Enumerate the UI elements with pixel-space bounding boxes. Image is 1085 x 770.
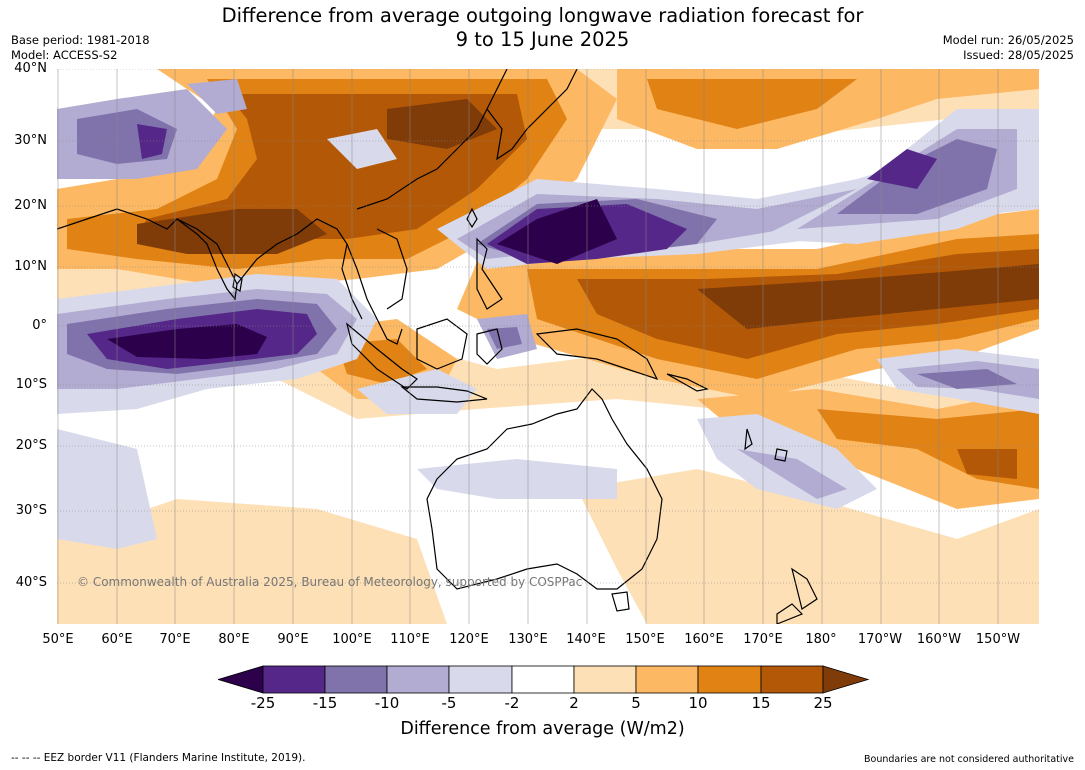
- colorbar-segment: [218, 665, 264, 694]
- colorbar-tick: -25: [250, 694, 276, 712]
- arabian-coast: [57, 208, 178, 230]
- colorbar-tick: -2: [504, 694, 520, 712]
- colorbar-segments: [218, 665, 870, 694]
- colorbar-tick: 25: [813, 694, 833, 712]
- boundaries-disclaimer: Boundaries are not considered authoritat…: [864, 754, 1074, 765]
- base-period: Base period: 1981-2018: [11, 33, 150, 47]
- lat-label: 20°S: [15, 438, 47, 453]
- lat-label: 20°N: [14, 198, 47, 213]
- lon-label: 130°E: [508, 632, 548, 647]
- copyright-notice: © Commonwealth of Australia 2025, Bureau…: [77, 575, 582, 589]
- lon-label: 70°E: [159, 632, 191, 647]
- colorbar-tick: -10: [374, 694, 400, 712]
- colorbar-segment: [511, 665, 575, 694]
- lat-label: 10°N: [14, 259, 47, 274]
- title-line-1: Difference from average outgoing longwav…: [221, 4, 864, 27]
- lat-label: 0°: [32, 318, 47, 333]
- lat-label: 10°S: [15, 377, 47, 392]
- new-zealand-north: [791, 567, 818, 610]
- colorbar-segment: [635, 665, 699, 694]
- colorbar-tick: 5: [631, 694, 641, 712]
- vanuatu: [744, 428, 753, 451]
- colorbar-segment: [760, 665, 824, 694]
- issued-date: Issued: 28/05/2025: [963, 48, 1074, 62]
- model-name: Model: ACCESS-S2: [11, 48, 118, 62]
- olr-anomaly-map: © Commonwealth of Australia 2025, Bureau…: [57, 69, 1039, 624]
- model-run: Model run: 26/05/2025: [942, 33, 1074, 47]
- sulawesi: [476, 328, 503, 365]
- tasmania: [611, 591, 630, 612]
- lon-label: 180°: [805, 632, 837, 647]
- himalaya-negative-anomaly: [57, 79, 397, 179]
- ne-pacific-negative-anomaly: [757, 109, 1039, 244]
- lon-label: 170°W: [857, 632, 903, 647]
- lon-label: 100°E: [332, 632, 372, 647]
- lat-label: 30°N: [14, 133, 47, 148]
- lon-label: 170°E: [743, 632, 783, 647]
- south-pacific-positive-anomaly: [697, 389, 1039, 509]
- colorbar: [218, 665, 870, 694]
- colorbar-tick: -15: [312, 694, 338, 712]
- colorbar-segment: [448, 665, 513, 694]
- equatorial-positive-anomaly: [457, 209, 1039, 399]
- colorbar-segment: [573, 665, 637, 694]
- lon-label: 90°E: [277, 632, 309, 647]
- lon-label: 140°E: [566, 632, 606, 647]
- colorbar-segment: [822, 665, 870, 694]
- colorbar-tick: 15: [751, 694, 771, 712]
- colorbar-segment: [324, 665, 388, 694]
- eez-border-note: -- -- -- EEZ border V11 (Flanders Marine…: [11, 752, 306, 764]
- lat-label: 40°S: [15, 575, 47, 590]
- coastlines: [57, 69, 818, 624]
- borneo: [416, 318, 468, 370]
- colorbar-segment: [262, 665, 326, 694]
- philippines: [476, 237, 503, 310]
- lat-label: 40°N: [14, 61, 47, 76]
- australia: [426, 388, 663, 590]
- map-title: Difference from average outgoing longwav…: [0, 4, 1085, 52]
- meta-right: Model run: 26/05/2025 Issued: 28/05/2025: [943, 33, 1074, 63]
- lon-label: 60°E: [101, 632, 133, 647]
- south-negative-anomaly: [57, 314, 1039, 549]
- indian-ocean-negative-anomaly: [57, 274, 377, 414]
- lon-label: 150°W: [975, 632, 1021, 647]
- bay-of-bengal-coast: [236, 218, 363, 320]
- meta-left: Base period: 1981-2018 Model: ACCESS-S2: [11, 33, 150, 63]
- malay-peninsula: [346, 243, 403, 345]
- java: [400, 386, 488, 403]
- northeast-positive-anomaly: [617, 69, 1039, 149]
- lon-label: 160°W: [916, 632, 962, 647]
- colorbar-segment: [697, 665, 762, 694]
- colorbar-tick: -5: [441, 694, 457, 712]
- fiji: [774, 448, 788, 462]
- sri-lanka: [232, 272, 243, 292]
- lon-label: 50°E: [42, 632, 74, 647]
- solomons: [666, 373, 709, 392]
- new-guinea: [535, 328, 659, 381]
- lon-label: 160°E: [684, 632, 724, 647]
- colorbar-tick: 10: [688, 694, 708, 712]
- new-zealand-south: [776, 603, 804, 624]
- indochina-coast: [376, 228, 408, 310]
- meridians: [57, 69, 999, 624]
- lon-label: 110°E: [390, 632, 430, 647]
- sumatra: [345, 322, 418, 390]
- colorbar-segment: [386, 665, 450, 694]
- lon-label: 120°E: [449, 632, 489, 647]
- colorbar-label: Difference from average (W/m2): [400, 719, 685, 739]
- colorbar-tick: 2: [569, 694, 579, 712]
- korea-japan: [486, 69, 578, 161]
- title-line-2: 9 to 15 June 2025: [455, 28, 630, 51]
- india-coast: [176, 218, 238, 301]
- lon-label: 150°E: [625, 632, 665, 647]
- lon-label: 80°E: [218, 632, 250, 647]
- china-coast: [356, 69, 508, 210]
- taiwan: [466, 207, 478, 229]
- lat-label: 30°S: [15, 503, 47, 518]
